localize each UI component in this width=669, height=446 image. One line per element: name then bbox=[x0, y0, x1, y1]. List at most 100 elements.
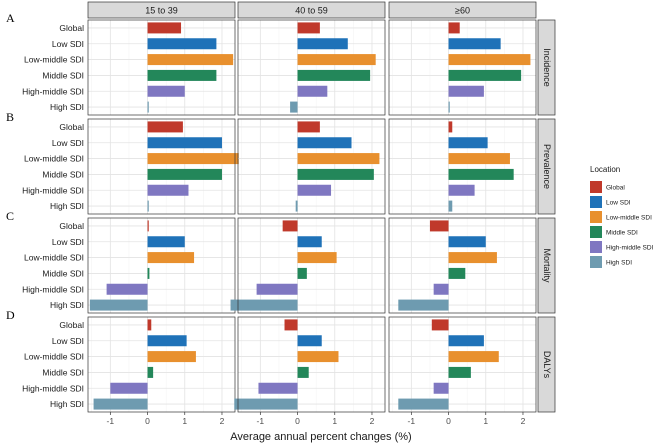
x-tick-label: 1 bbox=[332, 416, 337, 426]
category-label-global: Global bbox=[59, 320, 84, 330]
bar-prevalence-40-to-59-low-middle-sdi bbox=[297, 153, 380, 165]
category-label-high-sdi: High SDI bbox=[50, 201, 84, 211]
bar-mortality-ge60-low-middle-sdi bbox=[448, 252, 497, 264]
panel-border bbox=[87, 316, 236, 413]
x-tick-label: 2 bbox=[220, 416, 225, 426]
category-label-low-sdi: Low SDI bbox=[52, 138, 84, 148]
legend-label-low-middle-sdi: Low-middle SDI bbox=[606, 215, 652, 222]
bar-incidence-ge60-high-sdi bbox=[448, 101, 450, 113]
bar-mortality-ge60-middle-sdi bbox=[448, 267, 466, 279]
column-label-ge60: ≥60 bbox=[455, 6, 470, 16]
panel-border bbox=[87, 118, 236, 215]
x-tick-label: -1 bbox=[408, 416, 416, 426]
panel-border bbox=[388, 19, 537, 116]
category-label-low-sdi: Low SDI bbox=[52, 39, 84, 49]
panel-border bbox=[388, 118, 537, 215]
row-strip-incidence bbox=[537, 19, 556, 116]
bar-incidence-15-to-39-high-sdi bbox=[147, 101, 149, 113]
row-strip-dalys bbox=[537, 316, 556, 413]
bar-dalys-40-to-59-high-middle-sdi bbox=[258, 382, 298, 394]
legend-swatch-low-sdi bbox=[590, 196, 602, 208]
bar-prevalence-15-to-39-low-middle-sdi bbox=[147, 153, 239, 165]
column-strip-15-to-39 bbox=[87, 1, 236, 19]
x-axis-title: Average annual percent changes (%) bbox=[230, 431, 411, 443]
row-label-prevalence: Prevalence bbox=[542, 144, 552, 189]
bar-prevalence-15-to-39-low-sdi bbox=[147, 137, 222, 149]
panel-border bbox=[237, 217, 386, 314]
bar-incidence-ge60-low-middle-sdi bbox=[448, 54, 531, 66]
category-label-high-sdi: High SDI bbox=[50, 300, 84, 310]
bar-dalys-40-to-59-low-sdi bbox=[297, 335, 322, 347]
category-label-global: Global bbox=[59, 122, 84, 132]
category-label-low-middle-sdi: Low-middle SDI bbox=[24, 352, 84, 362]
panel-border bbox=[237, 118, 386, 215]
panel-border bbox=[388, 316, 537, 413]
bar-incidence-15-to-39-middle-sdi bbox=[147, 69, 217, 81]
legend-swatch-high-sdi bbox=[590, 256, 602, 268]
bar-mortality-40-to-59-low-middle-sdi bbox=[297, 252, 337, 264]
panel-border bbox=[388, 217, 537, 314]
category-label-low-middle-sdi: Low-middle SDI bbox=[24, 55, 84, 65]
column-strip-ge60 bbox=[388, 1, 537, 19]
x-tick-label: 2 bbox=[370, 416, 375, 426]
bar-prevalence-ge60-high-middle-sdi bbox=[448, 184, 475, 196]
x-tick-label: 1 bbox=[182, 416, 187, 426]
legend-label-high-sdi: High SDI bbox=[606, 260, 632, 267]
panel-border bbox=[87, 217, 236, 314]
row-label-dalys: DALYs bbox=[542, 351, 552, 379]
panel-border bbox=[237, 316, 386, 413]
category-label-middle-sdi: Middle SDI bbox=[42, 70, 84, 80]
bar-incidence-40-to-59-middle-sdi bbox=[297, 69, 371, 81]
legend-swatch-high-middle-sdi bbox=[590, 241, 602, 253]
bar-mortality-ge60-global bbox=[429, 220, 449, 232]
x-tick-label: 1 bbox=[483, 416, 488, 426]
bar-mortality-15-to-39-middle-sdi bbox=[147, 267, 150, 279]
bar-mortality-ge60-high-middle-sdi bbox=[433, 283, 449, 295]
bar-prevalence-15-to-39-global bbox=[147, 121, 183, 133]
bar-dalys-15-to-39-low-middle-sdi bbox=[147, 351, 196, 363]
bar-prevalence-15-to-39-middle-sdi bbox=[147, 168, 222, 180]
bar-dalys-ge60-high-middle-sdi bbox=[433, 382, 449, 394]
bar-incidence-40-to-59-low-sdi bbox=[297, 38, 348, 50]
bar-prevalence-40-to-59-high-sdi bbox=[295, 200, 298, 212]
bar-prevalence-ge60-high-sdi bbox=[448, 200, 453, 212]
bar-incidence-40-to-59-global bbox=[297, 22, 320, 34]
bar-mortality-15-to-39-low-sdi bbox=[147, 236, 185, 248]
bar-dalys-15-to-39-high-middle-sdi bbox=[110, 382, 148, 394]
bar-prevalence-15-to-39-high-sdi bbox=[147, 200, 149, 212]
category-label-high-middle-sdi: High-middle SDI bbox=[22, 86, 84, 96]
bar-mortality-15-to-39-low-middle-sdi bbox=[147, 252, 195, 264]
row-label-incidence: Incidence bbox=[542, 48, 552, 87]
row-strip-prevalence bbox=[537, 118, 556, 215]
column-label-40-to-59: 40 to 59 bbox=[295, 6, 328, 16]
category-label-high-sdi: High SDI bbox=[50, 102, 84, 112]
x-tick-label: -1 bbox=[107, 416, 115, 426]
legend-swatch-middle-sdi bbox=[590, 226, 602, 238]
x-tick-label: 0 bbox=[295, 416, 300, 426]
row-strip-mortality bbox=[537, 217, 556, 314]
column-strip-40-to-59 bbox=[237, 1, 386, 19]
legend-label-low-sdi: Low SDI bbox=[606, 200, 631, 207]
category-label-global: Global bbox=[59, 23, 84, 33]
bar-incidence-ge60-middle-sdi bbox=[448, 69, 522, 81]
bar-dalys-40-to-59-low-middle-sdi bbox=[297, 351, 339, 363]
bar-incidence-15-to-39-low-sdi bbox=[147, 38, 217, 50]
category-label-high-middle-sdi: High-middle SDI bbox=[22, 185, 84, 195]
bar-prevalence-ge60-low-sdi bbox=[448, 137, 488, 149]
bar-incidence-15-to-39-high-middle-sdi bbox=[147, 85, 185, 97]
bar-incidence-ge60-high-middle-sdi bbox=[448, 85, 484, 97]
category-label-middle-sdi: Middle SDI bbox=[42, 268, 84, 278]
category-label-middle-sdi: Middle SDI bbox=[42, 169, 84, 179]
bar-incidence-15-to-39-global bbox=[147, 22, 182, 34]
bar-prevalence-ge60-middle-sdi bbox=[448, 168, 514, 180]
category-label-high-middle-sdi: High-middle SDI bbox=[22, 383, 84, 393]
bar-prevalence-40-to-59-low-sdi bbox=[297, 137, 352, 149]
bar-mortality-ge60-low-sdi bbox=[448, 236, 486, 248]
bar-mortality-40-to-59-high-middle-sdi bbox=[256, 283, 298, 295]
bar-dalys-ge60-low-sdi bbox=[448, 335, 484, 347]
bar-dalys-ge60-low-middle-sdi bbox=[448, 351, 499, 363]
x-tick-label: 2 bbox=[521, 416, 526, 426]
bar-dalys-15-to-39-global bbox=[147, 319, 152, 331]
x-tick-label: 0 bbox=[145, 416, 150, 426]
